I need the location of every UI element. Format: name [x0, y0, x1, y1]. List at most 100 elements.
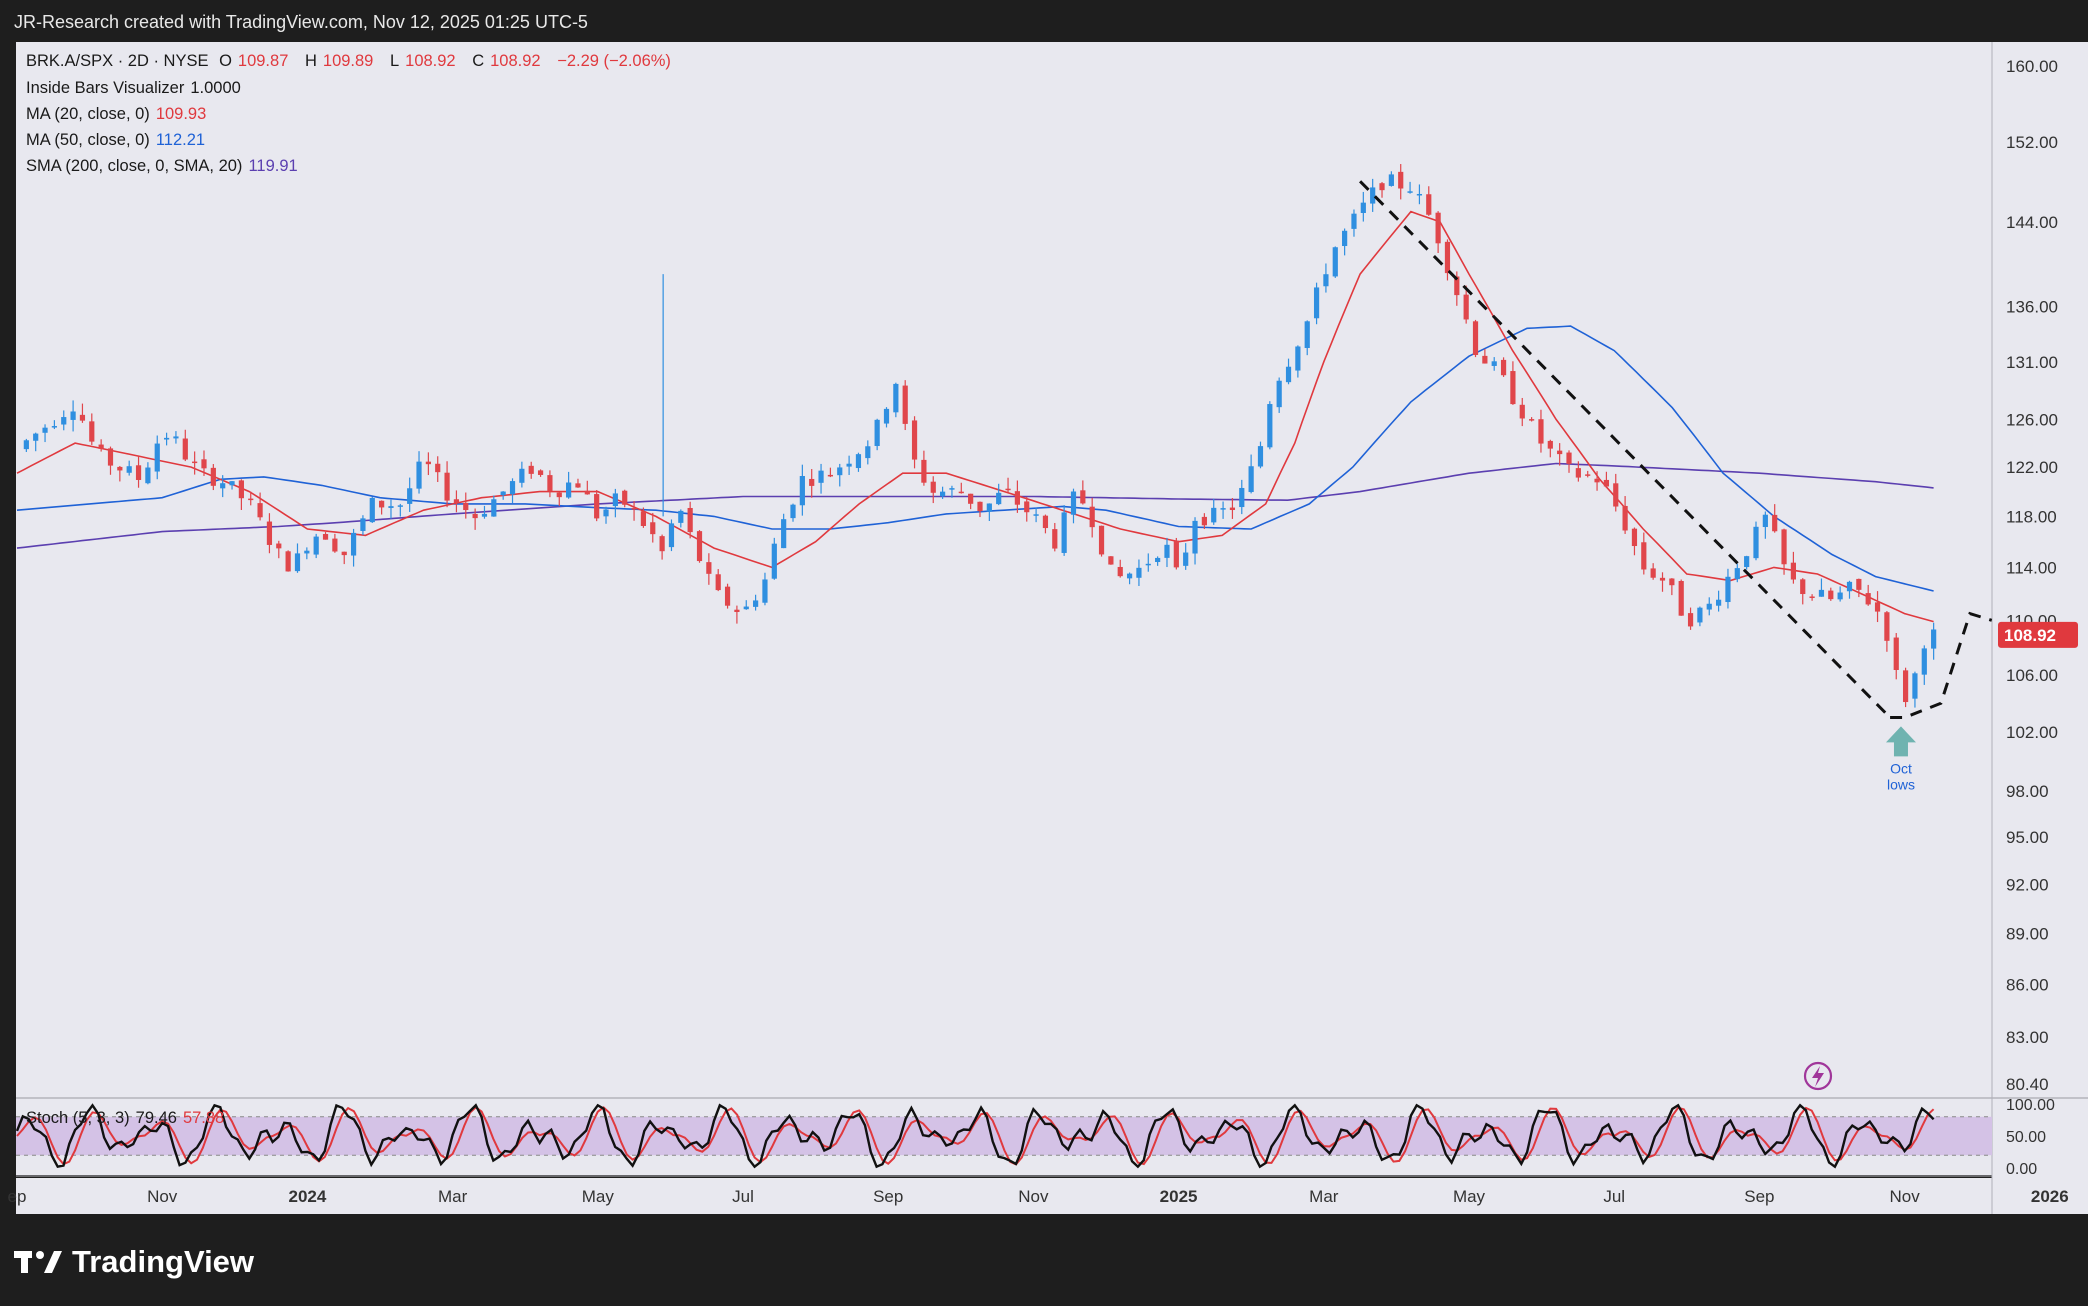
time-tick-label: Mar	[438, 1187, 468, 1206]
time-axis-bg	[16, 1178, 1992, 1214]
indicator-ma20[interactable]: MA (20, close, 0) 109.93	[26, 105, 212, 124]
candle-body	[1921, 648, 1927, 675]
ohlc-close: C 108.92	[472, 52, 541, 70]
candle-body	[696, 531, 703, 562]
stoch-k-value: 79.46	[135, 1109, 177, 1127]
candle-body	[135, 465, 142, 480]
candle-body	[1463, 294, 1469, 320]
candle-body	[481, 513, 488, 517]
time-tick-label: Sep	[1744, 1187, 1774, 1206]
candle-body	[1276, 380, 1282, 408]
candle-body	[23, 440, 29, 450]
candle-body	[1472, 321, 1479, 355]
candle-body	[1846, 581, 1853, 592]
candle-body	[1538, 419, 1544, 444]
price-tick-label: 92.00	[2006, 876, 2049, 895]
ohlc-low: L 108.92	[389, 52, 456, 70]
price-tick-label: 83.00	[2006, 1028, 2049, 1047]
candle-body	[818, 470, 824, 483]
candle-body	[220, 483, 226, 489]
candle-body	[1519, 404, 1525, 419]
last-price-tag	[1998, 621, 2078, 648]
tradingview-logo-icon	[14, 1247, 64, 1277]
candle-body	[1070, 491, 1077, 515]
candle-body	[893, 383, 899, 413]
candle-body	[1874, 602, 1881, 612]
candle-body	[1902, 670, 1909, 703]
candle-body	[603, 509, 609, 517]
candle-body	[1304, 321, 1310, 349]
indicator-name: Stoch (5, 3, 3)	[26, 1109, 130, 1127]
candle-body	[1931, 629, 1937, 649]
candle-body	[294, 553, 301, 572]
candle-body	[1687, 613, 1694, 627]
candle-body	[584, 490, 590, 495]
oct-lows-label: lows	[1887, 776, 1915, 792]
candle-body	[163, 437, 170, 440]
candle-body	[1641, 542, 1647, 570]
candle-body	[921, 459, 927, 483]
candle-body	[463, 502, 469, 511]
indicator-stoch[interactable]: Stoch (5, 3, 3) 79.46 57.88	[26, 1109, 230, 1128]
candle-body	[1585, 474, 1591, 476]
candle-body	[500, 491, 506, 496]
candle-body	[51, 426, 57, 428]
price-tick-label: 86.00	[2006, 975, 2049, 994]
candle-body	[173, 436, 179, 439]
candle-body	[1117, 566, 1123, 577]
candle-body	[883, 408, 890, 424]
candle-body	[668, 523, 675, 548]
candle-body	[1398, 171, 1404, 189]
candle-body	[1678, 581, 1684, 616]
price-tick-label: 89.00	[2006, 925, 2049, 944]
indicator-value: 119.91	[248, 157, 298, 175]
ohlc-open: O 109.87	[219, 52, 289, 70]
candle-body	[902, 385, 908, 424]
candle-body	[154, 443, 160, 472]
candle-body	[1211, 507, 1217, 523]
last-price-label: 108.92	[2004, 626, 2056, 645]
candle-body	[519, 468, 525, 483]
candle-body	[238, 480, 244, 499]
candle-body	[472, 514, 478, 519]
indicator-sma200[interactable]: SMA (200, close, 0, SMA, 20) 119.91	[26, 157, 304, 176]
tradingview-logo[interactable]: TradingView	[14, 1238, 254, 1286]
time-tick-label: Jul	[732, 1187, 754, 1206]
candle-body	[1201, 516, 1207, 526]
time-tick-label: ep	[8, 1187, 27, 1206]
candle-body	[42, 427, 48, 433]
candle-body	[771, 543, 777, 579]
candle-body	[89, 421, 95, 442]
candle-body	[1594, 478, 1600, 483]
ohlc-high: H 109.89	[304, 52, 374, 70]
candle-body	[537, 470, 544, 475]
time-tick-label: 2026	[2031, 1187, 2069, 1206]
candle-body	[753, 600, 759, 607]
candle-body	[1557, 450, 1563, 455]
candle-body	[379, 500, 385, 508]
candle-body	[1370, 187, 1376, 204]
candle-body	[1360, 202, 1366, 213]
candle-body	[182, 438, 188, 460]
candle-body	[631, 508, 637, 510]
ma50-line	[16, 325, 1934, 592]
candle-body	[1313, 287, 1320, 319]
candle-body	[229, 481, 235, 486]
candle-body	[1089, 506, 1095, 528]
candle-body	[1098, 525, 1105, 555]
indicator-value: 1.0000	[190, 79, 241, 97]
candle-body	[528, 465, 534, 474]
candle-body	[1014, 491, 1020, 505]
candle-body	[1603, 479, 1610, 487]
candle-body	[1285, 366, 1292, 383]
indicator-ma50[interactable]: MA (50, close, 0) 112.21	[26, 131, 211, 150]
candle-body	[612, 493, 618, 507]
candle-body	[332, 538, 338, 552]
candle-body	[1164, 544, 1170, 558]
candle-body	[743, 606, 749, 610]
candle-body	[1622, 505, 1628, 531]
indicator-inside-bars[interactable]: Inside Bars Visualizer 1.0000	[26, 79, 247, 98]
